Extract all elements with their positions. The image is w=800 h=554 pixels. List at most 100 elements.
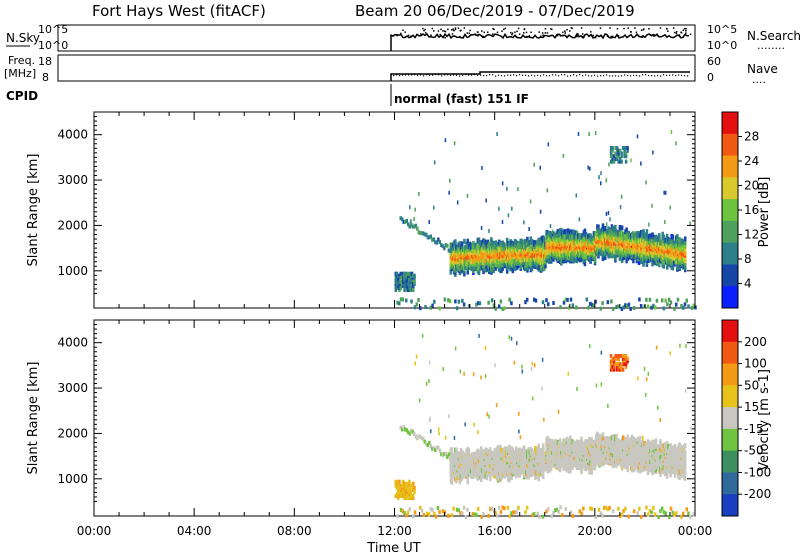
noise-dot (667, 30, 669, 32)
noise-dot (396, 34, 398, 37)
data-cell (417, 230, 421, 235)
nave-dot (609, 75, 611, 77)
data-cell (648, 222, 650, 227)
data-cell (600, 171, 602, 176)
noise-dot (689, 33, 692, 36)
nave-dot (624, 74, 626, 76)
data-cell (580, 467, 583, 473)
noise-dot (562, 31, 564, 34)
data-cell (395, 283, 399, 288)
data-cell (403, 283, 406, 288)
data-cell (580, 436, 583, 442)
data-cell (498, 206, 500, 211)
nave-dot (516, 74, 518, 77)
nave-dot (576, 75, 578, 77)
nave-dot (435, 74, 437, 76)
noise-dot (562, 34, 564, 36)
nave-dot (564, 74, 566, 76)
data-cell (606, 300, 610, 305)
noise-dot (492, 27, 494, 30)
data-cell (609, 217, 611, 222)
data-cell (408, 224, 412, 229)
data-cell (394, 277, 397, 282)
data-cell (405, 218, 409, 223)
noise-dot (476, 31, 479, 33)
data-cell (615, 154, 619, 159)
data-cell (394, 285, 397, 290)
data-cell (566, 297, 569, 302)
data-cell (614, 241, 617, 247)
data-cell (462, 302, 466, 307)
data-cell (450, 246, 454, 251)
data-cell (605, 222, 608, 227)
data-cell (623, 146, 626, 151)
data-cell (410, 299, 413, 304)
data-cell (614, 255, 617, 261)
data-cell (626, 467, 630, 473)
nave-dot (549, 74, 551, 77)
data-cell (601, 301, 604, 306)
nave-dot (486, 75, 488, 77)
data-cell (624, 464, 627, 470)
data-cell (673, 306, 676, 311)
data-cell (617, 159, 620, 164)
data-cell (405, 273, 409, 278)
nave-dot (498, 74, 500, 76)
data-cell (652, 234, 655, 240)
noise-dot (469, 29, 471, 32)
nave-dot (492, 74, 494, 76)
data-cell (544, 263, 547, 269)
noise-dot (581, 35, 583, 38)
nave-dot (459, 75, 461, 77)
noise-dot (493, 28, 495, 31)
data-cell (412, 277, 415, 282)
data-cell (620, 225, 624, 231)
data-cell (669, 205, 671, 210)
data-cell (443, 297, 447, 302)
data-cell (609, 151, 613, 156)
data-cell (532, 297, 536, 302)
data-cell (493, 448, 497, 454)
data-cell (607, 452, 610, 458)
data-cell (474, 454, 477, 460)
colorbar-tick-label: 12 (744, 228, 759, 242)
data-cell (480, 477, 483, 483)
data-cell (408, 277, 411, 282)
noise-dot (600, 35, 603, 37)
data-cell (520, 238, 524, 244)
data-cell (494, 253, 498, 259)
nave-dot (588, 75, 590, 77)
noise-dot (454, 28, 457, 31)
noise-dot (466, 32, 469, 34)
data-cell (499, 444, 502, 450)
data-cell (611, 148, 614, 153)
data-cell (463, 271, 466, 277)
data-cell (517, 464, 520, 470)
noise-dot (678, 34, 681, 36)
noise-dot (483, 31, 486, 34)
data-cell (398, 288, 401, 293)
noise-dot (430, 34, 432, 37)
data-cell (395, 271, 399, 276)
data-cell (534, 445, 537, 451)
noise-dot (454, 27, 457, 29)
freq-tick-bottom: 8 (42, 71, 49, 84)
data-cell (648, 297, 652, 302)
noise-dot (453, 29, 455, 32)
colorbar-swatch (722, 220, 738, 244)
colorbar-tick-label: 28 (744, 130, 759, 144)
nave-dot (612, 75, 614, 77)
power-data (394, 130, 697, 312)
colorbar-swatch (722, 177, 738, 200)
data-cell (468, 241, 472, 247)
data-cell (592, 303, 596, 308)
data-cell (396, 300, 399, 305)
noise-dot (672, 27, 675, 29)
noise-dot (642, 29, 645, 31)
data-cell (444, 243, 448, 248)
noise-dot (666, 28, 668, 30)
data-cell (640, 161, 642, 166)
data-cell (404, 277, 408, 282)
noise-dot (451, 29, 453, 31)
data-cell (477, 237, 481, 243)
